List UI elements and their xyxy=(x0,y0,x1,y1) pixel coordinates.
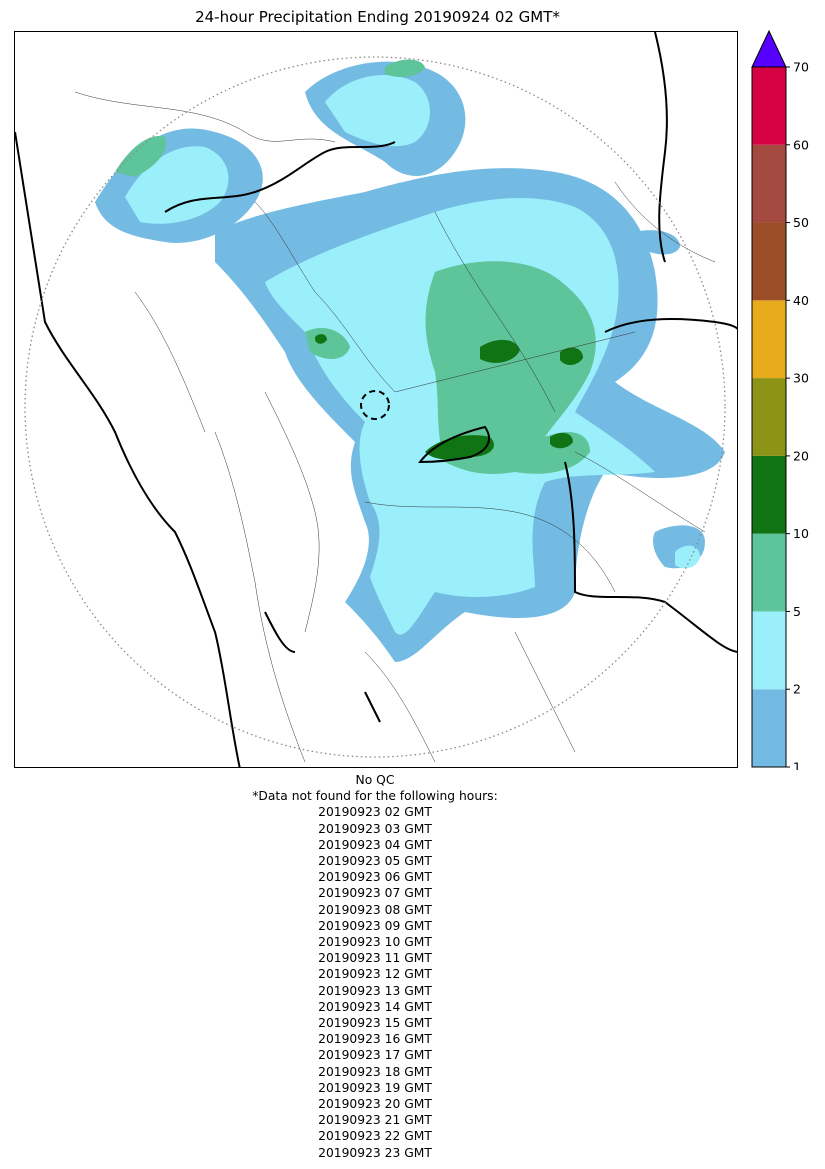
colorbar-segment xyxy=(752,533,786,612)
state-boundaries xyxy=(15,32,737,767)
precipitation-map xyxy=(14,31,738,768)
colorbar-tick-label: 70 xyxy=(793,60,809,75)
missing-hour-item: 20190923 16 GMT xyxy=(318,1032,432,1047)
colorbar-segment xyxy=(752,222,786,301)
missing-hour-item: 20190923 06 GMT xyxy=(318,870,432,885)
missing-hour-item: 20190923 17 GMT xyxy=(318,1048,432,1063)
missing-hour-item: 20190923 14 GMT xyxy=(318,999,432,1014)
missing-hour-item: 20190923 15 GMT xyxy=(318,1016,432,1031)
colorbar-segment xyxy=(752,300,786,379)
missing-hour-item: 20190923 22 GMT xyxy=(318,1129,432,1144)
missing-hours-list: 20190923 02 GMT 20190923 03 GMT 20190923 0… xyxy=(0,804,750,1160)
missing-hour-item: 20190923 12 GMT xyxy=(318,967,432,982)
colorbar-outline xyxy=(751,66,787,768)
missing-hour-item: 20190923 08 GMT xyxy=(318,902,432,917)
colorbar-tick-label: 30 xyxy=(793,371,809,386)
colorbar-tick-label: 50 xyxy=(793,215,809,230)
colorbar-tick-label: 20 xyxy=(793,448,809,463)
precip-5-10in xyxy=(115,59,596,474)
missing-hour-item: 20190923 09 GMT xyxy=(318,918,432,933)
colorbar-tick-label: 5 xyxy=(793,604,801,619)
missing-hour-item: 20190923 13 GMT xyxy=(318,983,432,998)
qc-note: No QC xyxy=(355,773,395,787)
missing-hour-item: 20190923 07 GMT xyxy=(318,886,432,901)
colorbar-segment xyxy=(752,455,786,534)
missing-hour-item: 20190923 05 GMT xyxy=(318,854,432,869)
colorbar-segment xyxy=(752,689,786,767)
colorbar: 1 2 5 10 20 30 40 50 60 70 xyxy=(751,30,809,771)
missing-hour-item: 20190923 18 GMT xyxy=(318,1064,432,1079)
district-boundaries xyxy=(74,91,716,763)
colorbar-segment xyxy=(752,611,786,690)
colorbar-segment xyxy=(752,144,786,223)
colorbar-extend-max xyxy=(751,30,787,68)
colorbar-tick-label: 1 xyxy=(793,760,801,771)
colorbar-segment xyxy=(752,67,786,145)
map-title: 24-hour Precipitation Ending 20190924 02… xyxy=(195,8,560,26)
missing-hour-item: 20190923 23 GMT xyxy=(318,1145,432,1160)
missing-hour-item: 20190923 21 GMT xyxy=(318,1113,432,1128)
missing-hour-item: 20190923 10 GMT xyxy=(318,935,432,950)
missing-hour-item: 20190923 19 GMT xyxy=(318,1080,432,1095)
colorbar-tick-label: 10 xyxy=(793,526,809,541)
missing-note: *Data not found for the following hours: xyxy=(252,789,498,804)
radar-range-ring xyxy=(24,56,726,758)
missing-hour-item: 20190923 02 GMT xyxy=(318,805,432,820)
missing-hour-item: 20190923 11 GMT xyxy=(318,951,432,966)
colorbar-tick-label: 40 xyxy=(793,293,809,308)
notes-block: No QC *Data not found for the following … xyxy=(0,772,750,1161)
radar-site-marker xyxy=(360,390,390,420)
colorbar-tick-label: 60 xyxy=(793,137,809,152)
colorbar-tick-label: 2 xyxy=(793,682,801,697)
missing-hour-item: 20190923 03 GMT xyxy=(318,821,432,836)
colorbar-segment xyxy=(752,378,786,456)
missing-hour-item: 20190923 20 GMT xyxy=(318,1097,432,1112)
map-canvas xyxy=(15,32,737,767)
missing-hour-item: 20190923 04 GMT xyxy=(318,837,432,852)
